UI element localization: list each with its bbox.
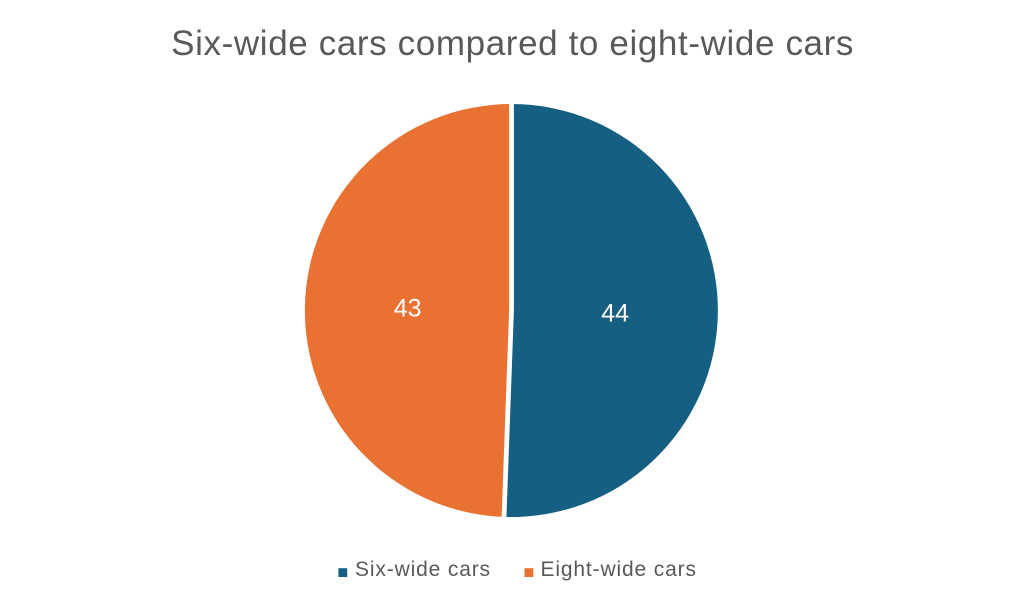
svg-text:Six-wide cars: Six-wide cars (355, 558, 491, 581)
svg-text:Eight-wide cars: Eight-wide cars (541, 558, 697, 581)
svg-text:Six-wide cars compared to eigh: Six-wide cars compared to eight-wide car… (171, 24, 854, 63)
svg-text:43: 43 (394, 294, 422, 322)
svg-text:44: 44 (601, 299, 629, 327)
